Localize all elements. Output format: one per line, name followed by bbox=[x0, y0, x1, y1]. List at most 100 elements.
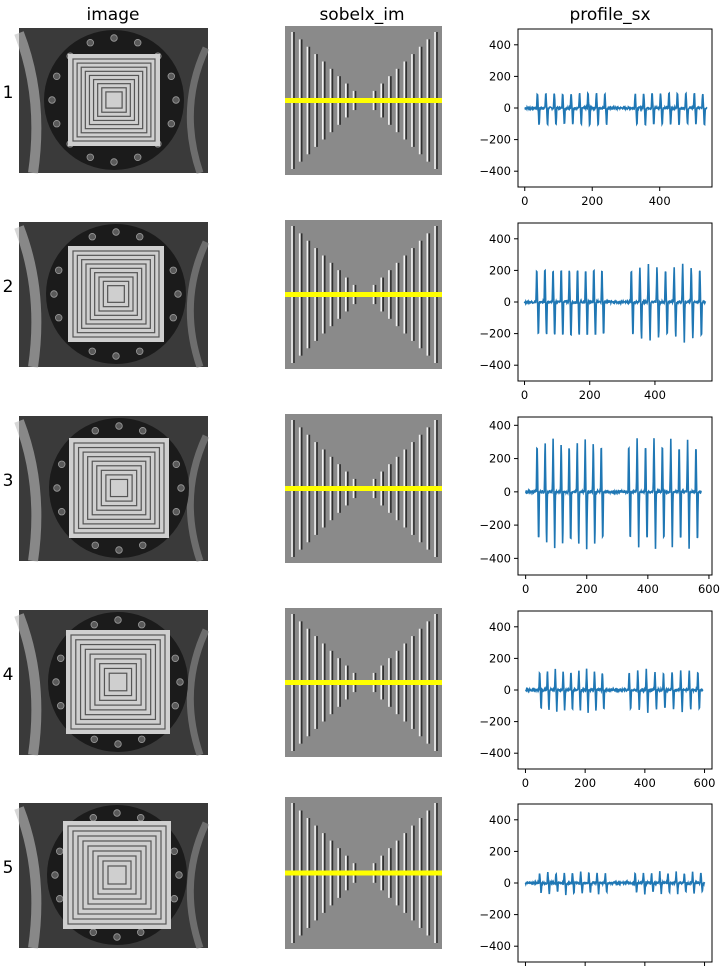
bolt-hole bbox=[56, 895, 64, 903]
target-square bbox=[101, 87, 127, 113]
target-square bbox=[89, 653, 147, 711]
y-tick-label: 200 bbox=[489, 651, 511, 665]
bolt-hole bbox=[55, 314, 63, 322]
y-tick-label: 0 bbox=[504, 485, 511, 499]
target-square bbox=[89, 267, 143, 321]
y-tick-label: −200 bbox=[479, 908, 511, 922]
photo-highlight bbox=[14, 225, 42, 368]
target-square bbox=[84, 648, 152, 716]
row-label: 4 bbox=[3, 665, 14, 685]
bolt-hole bbox=[172, 460, 180, 468]
target-square bbox=[76, 62, 152, 138]
profile-line bbox=[523, 263, 707, 343]
target-card bbox=[68, 54, 160, 146]
bolt-hole bbox=[171, 702, 179, 710]
bolt-hole bbox=[136, 233, 144, 241]
x-tick-label: 0 bbox=[522, 582, 529, 596]
bolt-hole bbox=[115, 546, 123, 554]
target-card bbox=[68, 246, 164, 342]
bolt-hole bbox=[53, 484, 61, 492]
photo-highlight bbox=[186, 240, 210, 369]
bolt-hole bbox=[171, 654, 179, 662]
x-tick-label: 600 bbox=[694, 969, 716, 971]
profile-chart: −400 −200 0 200 400 0 200 400 bbox=[479, 222, 713, 402]
target-square bbox=[98, 276, 134, 312]
x-tick-label: 400 bbox=[634, 776, 656, 790]
x-tick-label: 400 bbox=[649, 194, 671, 208]
target-square bbox=[73, 442, 165, 534]
y-tick-label: 400 bbox=[489, 232, 511, 246]
profile-chart: −400 −200 0 200 400 0 200 400 600 bbox=[479, 803, 716, 971]
target-square bbox=[72, 58, 156, 142]
bolt-hole bbox=[88, 347, 96, 355]
bolt-hole bbox=[137, 928, 145, 936]
bolt-hole bbox=[91, 541, 99, 549]
bolt-hole bbox=[58, 460, 66, 468]
bolt-hole bbox=[136, 347, 144, 355]
bolt-hole bbox=[174, 290, 182, 298]
row-label: 5 bbox=[3, 858, 14, 878]
photo-panel bbox=[14, 28, 210, 175]
y-tick-label: −200 bbox=[479, 518, 511, 532]
x-tick-label: 0 bbox=[522, 776, 529, 790]
y-tick-label: 400 bbox=[489, 620, 511, 634]
y-tick-label: 200 bbox=[489, 844, 511, 858]
column-title-profile: profile_sx bbox=[569, 5, 650, 25]
x-tick-label: 200 bbox=[574, 969, 596, 971]
photo-panel bbox=[14, 610, 210, 757]
bolt-hole bbox=[138, 735, 146, 743]
target-square bbox=[85, 263, 147, 325]
x-tick-label: 600 bbox=[698, 582, 720, 596]
y-tick-label: 0 bbox=[504, 683, 511, 697]
bolt-hole bbox=[170, 895, 178, 903]
target-square bbox=[81, 259, 151, 329]
target-square bbox=[77, 835, 157, 915]
x-tick-label: 0 bbox=[521, 194, 528, 208]
bolt-hole bbox=[114, 616, 122, 624]
target-square bbox=[108, 672, 128, 692]
photo-panel bbox=[14, 416, 210, 563]
target-square bbox=[97, 83, 131, 117]
target-square bbox=[82, 451, 156, 525]
bolt-hole bbox=[112, 352, 120, 360]
y-tick-label: −200 bbox=[479, 715, 511, 729]
target-square bbox=[107, 285, 125, 303]
y-tick-label: 0 bbox=[504, 101, 511, 115]
bolt-hole bbox=[169, 266, 177, 274]
sobel-panel bbox=[285, 26, 442, 175]
bolt-hole bbox=[110, 34, 118, 42]
photo-highlight bbox=[14, 31, 42, 174]
target-square bbox=[84, 70, 144, 130]
target-card bbox=[69, 438, 169, 538]
target-square bbox=[94, 658, 142, 706]
profile-line bbox=[524, 668, 704, 713]
y-tick-label: −400 bbox=[479, 551, 511, 565]
x-tick-label: 200 bbox=[579, 388, 601, 402]
target-square bbox=[76, 254, 156, 334]
bolt-hole bbox=[57, 702, 65, 710]
bolt-hole bbox=[139, 427, 147, 435]
bolt-hole bbox=[52, 678, 60, 686]
bolt-hole bbox=[50, 290, 58, 298]
bolt-hole bbox=[89, 928, 97, 936]
sobel-panel bbox=[285, 220, 442, 369]
y-tick-label: −400 bbox=[479, 746, 511, 760]
target-card bbox=[66, 630, 170, 734]
target-square bbox=[75, 639, 161, 725]
bolt-hole bbox=[172, 96, 180, 104]
plot-frame bbox=[517, 416, 713, 576]
bolt-hole bbox=[134, 39, 142, 47]
x-tick-label: 200 bbox=[574, 776, 596, 790]
bolt-hole bbox=[167, 120, 175, 128]
target-square bbox=[88, 74, 140, 126]
x-tick-label: 0 bbox=[522, 969, 529, 971]
bolt-hole bbox=[89, 814, 97, 822]
photo-highlight bbox=[14, 419, 42, 562]
y-tick-label: 400 bbox=[489, 418, 511, 432]
photo-highlight bbox=[186, 821, 210, 950]
bolt-hole bbox=[53, 72, 61, 80]
y-tick-label: −400 bbox=[479, 939, 511, 953]
row-label: 2 bbox=[3, 277, 14, 297]
bolt-hole bbox=[56, 847, 64, 855]
